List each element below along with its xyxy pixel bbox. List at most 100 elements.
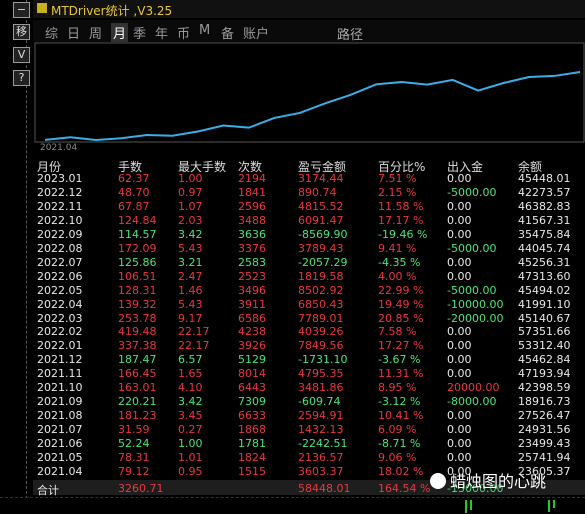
chart-frame <box>34 42 585 143</box>
table-cell: 8502.92 <box>298 283 344 297</box>
table-cell: -20000.00 <box>447 311 504 325</box>
table-cell: 7.51 % <box>378 172 417 185</box>
table-cell: 1.00 <box>178 437 203 451</box>
table-cell: -19.46 % <box>378 227 428 241</box>
table-cell: -10000.00 <box>447 297 504 311</box>
toolbar-item[interactable]: 账户 <box>243 27 270 42</box>
table-cell: 31.59 <box>118 423 150 437</box>
table-cell: 7789.01 <box>298 311 344 325</box>
table-cell: 2021.09 <box>37 395 83 409</box>
table-cell: 2022.01 <box>37 339 83 353</box>
table-cell: 18916.73 <box>518 395 571 409</box>
column-header: 余额 <box>518 160 543 174</box>
table-cell: 2022.03 <box>37 311 83 325</box>
table-cell: 0.00 <box>447 213 472 227</box>
table-cell: 2.47 <box>178 269 203 283</box>
table-cell: 4.10 <box>178 381 203 395</box>
toolbar-item[interactable]: M <box>199 23 211 38</box>
table-cell: -1731.10 <box>298 353 348 367</box>
toolbar-item[interactable]: 备 <box>221 27 235 42</box>
table-cell: 2022.06 <box>37 269 83 283</box>
table-cell: 0.27 <box>178 423 203 437</box>
table-cell: -4.35 % <box>378 255 421 269</box>
table-cell: 62.37 <box>118 172 150 185</box>
table-cell: -8569.90 <box>298 227 348 241</box>
table-cell: 5129 <box>238 353 266 367</box>
table-cell: 0.00 <box>447 172 472 185</box>
table-cell: 181.23 <box>118 409 157 423</box>
table-cell: 6850.43 <box>298 297 344 311</box>
column-header: 盈亏金额 <box>298 160 347 174</box>
table-cell: 23605.37 <box>518 464 571 478</box>
toolbar-item[interactable]: 周 <box>89 27 103 42</box>
move-button[interactable]: 移 <box>13 24 30 40</box>
table-cell: 45448.01 <box>518 172 571 185</box>
watermark-icon <box>430 473 446 489</box>
column-header: 最大手数 <box>178 160 227 174</box>
help-button[interactable]: ? <box>13 70 30 86</box>
table-cell: 44045.74 <box>518 241 571 255</box>
table-cell: 7.58 % <box>378 325 417 339</box>
table-cell: 419.48 <box>118 325 157 339</box>
table-cell: 11.58 % <box>378 199 424 213</box>
total-cell: 合计 <box>37 483 59 497</box>
v-button[interactable]: V <box>13 47 30 63</box>
table-cell: 3603.37 <box>298 464 344 478</box>
table-cell: 2022.12 <box>37 185 83 199</box>
table-cell: 2022.09 <box>37 227 83 241</box>
table-cell: 1781 <box>238 437 266 451</box>
table-cell: 0.00 <box>447 437 472 451</box>
table-cell: 3174.44 <box>298 172 344 185</box>
table-cell: 3.42 <box>178 227 203 241</box>
table-cell: 45256.31 <box>518 255 571 269</box>
table-cell: 1.07 <box>178 199 203 213</box>
table-cell: 0.00 <box>447 367 472 381</box>
minimize-button[interactable]: − <box>13 2 30 18</box>
table-cell: 9.41 % <box>378 241 417 255</box>
table-cell: 67.87 <box>118 199 150 213</box>
table-cell: 9.06 % <box>378 451 417 464</box>
table-cell: 1824 <box>238 451 266 464</box>
table-cell: 19.49 % <box>378 297 424 311</box>
table-cell: 139.32 <box>118 297 157 311</box>
toolbar-item[interactable]: 月 <box>111 23 129 42</box>
table-cell: 2021.10 <box>37 381 83 395</box>
table-cell: 42273.57 <box>518 185 571 199</box>
table-cell: 0.97 <box>178 185 203 199</box>
table-cell: 2022.11 <box>37 199 83 213</box>
table-cell: 47193.94 <box>518 367 571 381</box>
path-button[interactable]: 路径 <box>337 28 364 43</box>
table-cell: 2021.06 <box>37 437 83 451</box>
table-cell: 0.00 <box>447 227 472 241</box>
table-cell: 22.17 <box>178 339 210 353</box>
table-cell: 3926 <box>238 339 266 353</box>
title-bar: MTDriver统计 ,V3.25 <box>33 0 585 18</box>
table-cell: 0.00 <box>447 353 472 367</box>
table-cell: 2.03 <box>178 213 203 227</box>
table-cell: 0.00 <box>447 255 472 269</box>
table-cell: 2022.10 <box>37 213 83 227</box>
window-title: MTDriver统计 ,V3.25 <box>51 4 173 18</box>
table-cell: 253.78 <box>118 311 157 325</box>
table-cell: 3481.86 <box>298 381 344 395</box>
table-cell: 3496 <box>238 283 266 297</box>
total-cell: 164.54 % <box>378 481 431 495</box>
toolbar-item[interactable]: 季 <box>133 27 147 42</box>
table-cell: 2.15 % <box>378 185 417 199</box>
table-cell: 0.00 <box>447 451 472 464</box>
toolbar-item[interactable]: 币 <box>177 27 191 42</box>
table-cell: 220.21 <box>118 395 157 409</box>
table-cell: 35475.84 <box>518 227 571 241</box>
table-cell: 1841 <box>238 185 266 199</box>
table-cell: -8000.00 <box>447 395 497 409</box>
toolbar-item[interactable]: 年 <box>155 27 169 42</box>
table-cell: 11.31 % <box>378 367 424 381</box>
table-cell: 47313.60 <box>518 269 571 283</box>
table-cell: 1868 <box>238 423 266 437</box>
table-cell: -8.71 % <box>378 437 421 451</box>
toolbar-item[interactable]: 日 <box>67 27 81 42</box>
table-cell: 3789.43 <box>298 241 344 255</box>
table-cell: 2594.91 <box>298 409 344 423</box>
table-cell: 2194 <box>238 172 266 185</box>
toolbar-item[interactable]: 综 <box>45 27 59 42</box>
